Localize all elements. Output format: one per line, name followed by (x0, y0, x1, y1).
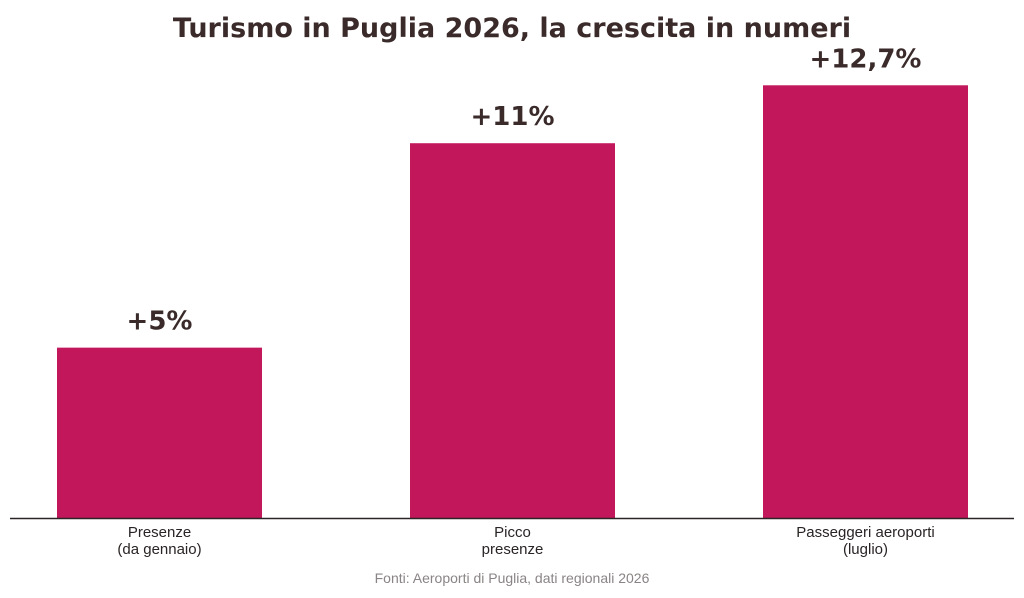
category-label-line: (da gennaio) (117, 541, 201, 558)
bar-3 (763, 85, 968, 519)
category-label-3: Passeggeri aeroporti (luglio) (796, 524, 934, 558)
category-label-line: Presenze (128, 524, 191, 541)
category-label-2: Picco presenze (482, 524, 544, 558)
category-labels: Presenze (da gennaio) Picco presenze Passegg… (117, 524, 934, 558)
value-label-1: +5% (127, 307, 193, 337)
bar-2 (410, 143, 615, 518)
bars-layer: +5% +11% +12,7% (57, 44, 968, 519)
category-label-line: presenze (482, 541, 544, 558)
value-label-2: +11% (470, 102, 554, 132)
chart-title: Turismo in Puglia 2026, la crescita in n… (173, 13, 851, 44)
source-note: Fonti: Aeroporti di Puglia, dati regiona… (375, 570, 650, 586)
category-label-line: Picco (494, 524, 531, 541)
category-label-line: Passeggeri aeroporti (796, 524, 934, 541)
value-label-3: +12,7% (810, 44, 922, 74)
category-label-1: Presenze (da gennaio) (117, 524, 201, 558)
category-label-line: (luglio) (843, 541, 888, 558)
bar-1 (57, 347, 262, 518)
